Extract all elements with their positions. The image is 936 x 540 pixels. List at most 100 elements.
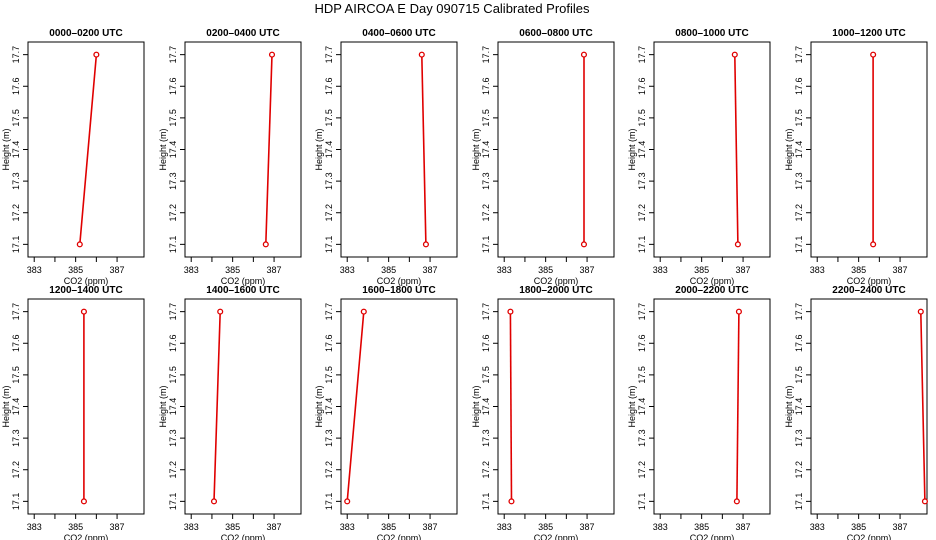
y-tick-label: 17.2: [11, 204, 21, 222]
x-tick-label: 385: [851, 522, 866, 532]
y-axis-label: Height (m): [1, 385, 11, 427]
profile-series: [731, 51, 741, 248]
y-tick-label: 17.3: [11, 429, 21, 447]
x-tick-label: 383: [810, 265, 825, 275]
y-axis-label: Height (m): [1, 128, 11, 170]
y-tick-label: 17.2: [11, 461, 21, 479]
y-axis: 17.1 17.2 17.3 17.4 17.5 17.6 17.7 Height (m): [158, 46, 185, 253]
plot-frame: [184, 298, 302, 515]
panel-title: 1800–2000 UTC: [519, 285, 592, 296]
y-tick-label: 17.5: [794, 109, 804, 127]
profile-series: [580, 51, 588, 248]
x-tick-label: 383: [810, 522, 825, 532]
profile-line: [509, 311, 513, 502]
y-axis-label: Height (m): [471, 128, 481, 170]
panel-title: 0800–1000 UTC: [675, 28, 748, 39]
y-tick-label: 17.4: [324, 141, 334, 159]
y-axis-label: Height (m): [158, 128, 168, 170]
y-tick-label: 17.1: [324, 236, 334, 254]
y-axis-label: Height (m): [314, 128, 324, 170]
profile-line: [265, 54, 273, 245]
y-tick-label: 17.5: [637, 366, 647, 384]
profile-series: [733, 308, 742, 505]
y-tick-label: 17.1: [794, 236, 804, 254]
profile-series: [344, 308, 367, 505]
y-tick-label: 17.4: [794, 398, 804, 416]
profile-series: [80, 308, 87, 505]
profile-point: [870, 51, 877, 58]
x-tick-label: 387: [110, 522, 125, 532]
profile-point: [344, 498, 351, 505]
y-axis: 17.1 17.2 17.3 17.4 17.5 17.6 17.7 Height (m): [314, 303, 341, 510]
plot-frame: [810, 298, 928, 515]
y-axis-label: Height (m): [471, 385, 481, 427]
x-tick-label: 383: [184, 522, 199, 532]
y-tick-label: 17.6: [168, 334, 178, 352]
y-tick-label: 17.5: [324, 366, 334, 384]
x-tick-label: 385: [694, 265, 709, 275]
y-tick-label: 17.3: [11, 172, 21, 190]
profile-line: [734, 54, 739, 245]
profile-point: [80, 308, 87, 315]
y-axis-label: Height (m): [784, 128, 794, 170]
x-tick-label: 385: [538, 265, 553, 275]
y-tick-label: 17.7: [11, 46, 21, 64]
y-axis-label: Height (m): [784, 385, 794, 427]
y-tick-label: 17.6: [794, 77, 804, 95]
y-tick-label: 17.4: [481, 398, 491, 416]
profile-point: [93, 51, 100, 58]
x-tick-label: 383: [497, 265, 512, 275]
panel-title: 1600–1800 UTC: [362, 285, 435, 296]
profile-point: [921, 498, 928, 505]
y-tick-label: 17.2: [794, 204, 804, 222]
x-tick-label: 385: [225, 522, 240, 532]
y-tick-label: 17.2: [324, 461, 334, 479]
panel-title: 2000–2200 UTC: [675, 285, 748, 296]
y-tick-label: 17.1: [11, 236, 21, 254]
x-tick-label: 387: [423, 522, 438, 532]
profile-point: [76, 241, 83, 248]
y-tick-label: 17.4: [168, 398, 178, 416]
profile-line: [346, 311, 365, 502]
y-tick-label: 17.2: [168, 461, 178, 479]
y-axis: 17.1 17.2 17.3 17.4 17.5 17.6 17.7 Height (m): [784, 46, 811, 253]
profile-line: [79, 54, 98, 245]
panel-title: 0600–0800 UTC: [519, 28, 592, 39]
y-tick-label: 17.3: [168, 429, 178, 447]
x-tick-label: 387: [893, 522, 908, 532]
y-tick-label: 17.6: [637, 77, 647, 95]
plot-frame: [653, 41, 771, 258]
plot-frame: [497, 41, 615, 258]
x-axis-label: CO2 (ppm): [690, 533, 735, 540]
y-tick-label: 17.5: [168, 366, 178, 384]
profile-point: [217, 308, 224, 315]
x-axis-label: CO2 (ppm): [64, 533, 109, 540]
y-tick-label: 17.5: [481, 109, 491, 127]
x-tick-label: 383: [184, 265, 199, 275]
y-tick-label: 17.5: [637, 109, 647, 127]
x-axis-label: CO2 (ppm): [847, 276, 892, 286]
panel-title: 2200–2400 UTC: [832, 285, 905, 296]
panel-title: 0400–0600 UTC: [362, 28, 435, 39]
y-tick-label: 17.3: [637, 429, 647, 447]
profile-line: [920, 311, 926, 502]
x-tick-label: 383: [340, 265, 355, 275]
profile-series: [917, 308, 928, 505]
x-tick-label: 385: [694, 522, 709, 532]
y-axis-label: Height (m): [627, 128, 637, 170]
y-axis: 17.1 17.2 17.3 17.4 17.5 17.6 17.7 Height (m): [627, 46, 654, 253]
y-tick-label: 17.7: [637, 46, 647, 64]
x-tick-label: 387: [736, 265, 751, 275]
y-tick-label: 17.2: [481, 461, 491, 479]
